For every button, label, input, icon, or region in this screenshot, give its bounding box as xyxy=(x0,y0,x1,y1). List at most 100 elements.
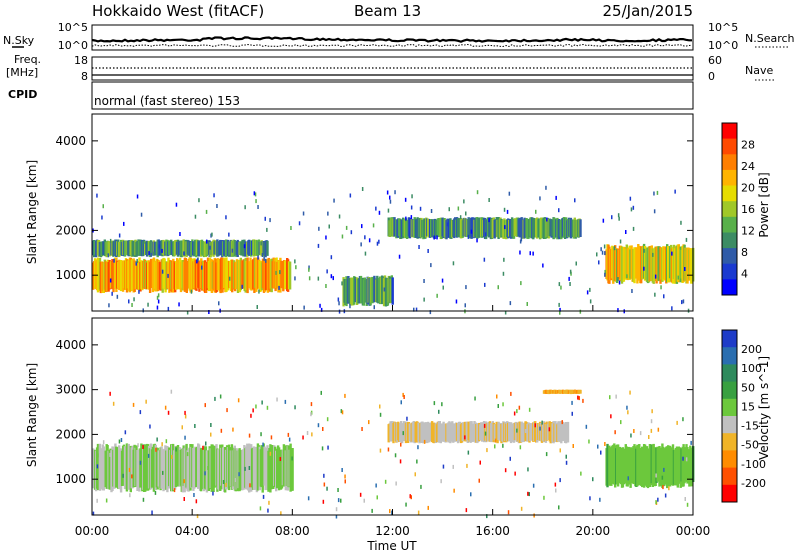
heatmap-speck-197 xyxy=(294,259,296,264)
heatmap-speck-213 xyxy=(330,274,333,279)
heatmap-speck-165 xyxy=(555,195,557,200)
heatmap-speck-7 xyxy=(630,207,633,212)
heatmap-speck-112 xyxy=(279,270,281,275)
heatmap-speck-80 xyxy=(210,432,212,437)
heatmap-speck-90 xyxy=(474,232,476,236)
heatmap-speck-150 xyxy=(308,267,310,272)
heatmap-speck-133 xyxy=(184,414,187,419)
heatmap-speck-106 xyxy=(129,493,131,498)
heatmap-speck-52 xyxy=(345,225,348,230)
heatmap-speck-21 xyxy=(226,408,228,413)
heatmap-speck-65 xyxy=(350,230,353,235)
heatmap-speck-82 xyxy=(214,396,216,401)
heatmap-speck-142 xyxy=(244,466,246,471)
heatmap-speck-136 xyxy=(338,301,340,306)
heatmap-speck-224 xyxy=(629,196,632,201)
colorbar-segment-2 xyxy=(722,154,737,171)
heatmap-speck-223 xyxy=(534,423,536,428)
heatmap-speck-105 xyxy=(476,190,479,195)
heatmap-speck-12 xyxy=(225,482,227,487)
heatmap-speck-84 xyxy=(269,218,271,223)
colorbar-segment-1 xyxy=(722,138,737,155)
heatmap-speck-160 xyxy=(175,202,178,207)
heatmap-speck-8 xyxy=(663,467,665,472)
heatmap-speck-249 xyxy=(643,248,645,253)
heatmap-speck-166 xyxy=(664,493,667,498)
heatmap-speck-217 xyxy=(111,291,113,296)
heatmap-cell-3-199 xyxy=(579,219,582,237)
heatmap-speck-135 xyxy=(109,238,112,243)
heatmap-speck-99 xyxy=(332,276,334,281)
heatmap-speck-32 xyxy=(420,484,422,489)
heatmap-speck-169 xyxy=(306,431,309,435)
heatmap-speck-75 xyxy=(539,426,541,431)
heatmap-speck-223 xyxy=(205,209,208,214)
heatmap-speck-5 xyxy=(604,269,606,274)
heatmap-speck-107 xyxy=(101,215,103,220)
heatmap-speck-93 xyxy=(368,420,370,425)
heatmap-speck-60 xyxy=(195,499,198,504)
heatmap-speck-34 xyxy=(626,274,628,279)
heatmap-speck-120 xyxy=(262,442,264,447)
heatmap-speck-69 xyxy=(225,215,227,220)
heatmap-speck-70 xyxy=(650,419,653,424)
y-tick-label-0: 1000 xyxy=(55,268,86,282)
heatmap-speck-22 xyxy=(387,208,390,213)
heatmap-speck-141 xyxy=(294,276,296,281)
heatmap-speck-20 xyxy=(280,511,282,516)
heatmap-speck-148 xyxy=(676,420,678,425)
heatmap-speck-81 xyxy=(328,224,330,229)
heatmap-speck-227 xyxy=(139,410,142,415)
heatmap-speck-176 xyxy=(520,506,523,511)
heatmap-speck-17 xyxy=(389,199,392,204)
heatmap-speck-61 xyxy=(410,215,413,220)
heatmap-speck-135 xyxy=(588,439,590,444)
heatmap-speck-18 xyxy=(183,251,185,256)
heatmap-speck-226 xyxy=(384,479,387,484)
heatmap-speck-234 xyxy=(427,505,429,510)
heatmap-speck-239 xyxy=(341,468,343,472)
heatmap-speck-241 xyxy=(178,302,180,307)
heatmap-speck-132 xyxy=(467,450,470,455)
heatmap-speck-94 xyxy=(409,494,411,499)
heatmap-speck-95 xyxy=(577,395,579,400)
heatmap-speck-142 xyxy=(520,237,523,242)
heatmap-speck-46 xyxy=(632,205,635,210)
heatmap-speck-0 xyxy=(465,285,467,290)
heatmap-speck-213 xyxy=(626,405,628,410)
heatmap-speck-242 xyxy=(446,222,449,227)
heatmap-speck-199 xyxy=(418,245,420,249)
heatmap-speck-157 xyxy=(483,423,486,428)
colorbar-segment-0 xyxy=(722,330,737,348)
heatmap-speck-30 xyxy=(559,448,561,453)
heatmap-speck-220 xyxy=(632,226,635,231)
heatmap-speck-10 xyxy=(535,209,537,214)
heatmap-speck-246 xyxy=(171,454,173,459)
heatmap-speck-230 xyxy=(524,429,527,433)
heatmap-speck-204 xyxy=(452,261,455,266)
colorbar-segment-2 xyxy=(722,364,737,383)
heatmap-speck-98 xyxy=(137,443,139,448)
heatmap-speck-86 xyxy=(260,432,262,437)
heatmap-speck-172 xyxy=(387,447,390,452)
heatmap-speck-175 xyxy=(415,307,418,312)
heatmap-speck-139 xyxy=(411,194,413,199)
heatmap-speck-151 xyxy=(546,217,548,222)
x-axis-label: Time UT xyxy=(366,539,417,553)
heatmap-speck-39 xyxy=(96,193,98,198)
heatmap-speck-98 xyxy=(179,232,181,236)
nave-tick-top: 60 xyxy=(708,54,722,67)
heatmap-speck-177 xyxy=(532,483,535,488)
heatmap-speck-19 xyxy=(464,435,466,440)
colorbar-tick-1: 24 xyxy=(741,160,755,173)
power-colorbar: 28 24 20 16 12 8 4 xyxy=(721,122,755,296)
heatmap-speck-88 xyxy=(167,306,170,311)
colorbar-tick-7: -200 xyxy=(741,477,766,490)
heatmap-speck-56 xyxy=(183,497,185,501)
heatmap-speck-13 xyxy=(448,207,450,212)
heatmap-speck-85 xyxy=(379,404,381,409)
heatmap-speck-146 xyxy=(263,256,265,261)
heatmap-speck-217 xyxy=(441,402,443,407)
